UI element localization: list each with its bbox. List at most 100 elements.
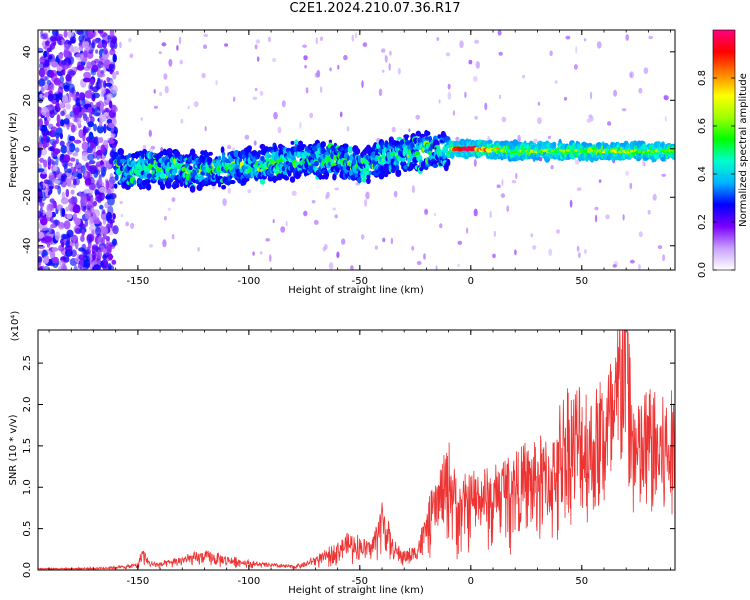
noise-speckle xyxy=(68,70,76,76)
faint-speckle xyxy=(497,30,502,36)
snr-series-line xyxy=(38,330,675,570)
noise-speckle xyxy=(92,92,100,99)
faint-speckle xyxy=(411,246,415,251)
faint-speckle xyxy=(515,172,518,180)
noise-speckle xyxy=(108,158,113,165)
noise-speckle xyxy=(107,218,115,224)
band-cell xyxy=(166,148,173,155)
y-tick-label: 0 xyxy=(22,146,33,152)
faint-speckle xyxy=(474,115,478,120)
noise-speckle xyxy=(99,104,104,112)
faint-speckle xyxy=(514,249,517,256)
noise-speckle xyxy=(82,125,87,136)
x-tick-label: -50 xyxy=(352,576,368,587)
noise-speckle xyxy=(98,186,106,193)
noise-speckle xyxy=(67,162,73,167)
noise-speckle xyxy=(72,152,79,157)
noise-speckle xyxy=(109,265,115,270)
noise-speckle xyxy=(81,30,89,38)
faint-speckle xyxy=(354,32,357,39)
faint-speckle xyxy=(130,222,135,229)
colorbar-ticks: 0.0 0.2 0.4 0.6 0.8 xyxy=(697,70,735,278)
faint-speckle xyxy=(149,147,154,152)
faint-speckle xyxy=(350,265,354,270)
noise-speckle xyxy=(73,139,82,144)
noise-speckle xyxy=(84,90,93,99)
band-ridge-cell xyxy=(601,150,606,154)
noise-speckle xyxy=(93,112,101,117)
noise-speckle xyxy=(65,206,70,212)
colorbar-tick-label: 0.8 xyxy=(697,70,708,86)
y-tick-label: 20 xyxy=(22,94,33,107)
spectrogram-y-ticks: -40 -20 0 20 40 xyxy=(22,45,675,254)
noise-speckle xyxy=(100,261,104,267)
snr-panel: -150 -100 -50 0 50 0.0 0.5 1.0 1.5 2.0 2.5 Height… xyxy=(8,311,676,596)
colorbar: 0.0 0.2 0.4 0.6 0.8 Normalized spectral ampl… xyxy=(697,29,749,278)
y-tick-label: 2.0 xyxy=(22,397,33,413)
faint-speckle xyxy=(455,136,460,141)
band-cell xyxy=(297,173,302,177)
faint-speckle xyxy=(390,237,394,245)
faint-speckle xyxy=(622,214,625,221)
band-cell xyxy=(401,157,406,162)
faint-speckle xyxy=(180,118,184,124)
faint-speckle xyxy=(565,35,571,40)
faint-speckle xyxy=(247,189,252,194)
band-cell xyxy=(419,133,426,138)
noise-speckle xyxy=(54,219,58,227)
noise-speckle xyxy=(77,173,83,180)
band-cell xyxy=(298,170,303,174)
noise-speckle xyxy=(54,171,63,179)
noise-speckle xyxy=(38,67,46,78)
noise-speckle xyxy=(93,123,98,132)
noise-speckle xyxy=(66,144,71,154)
faint-speckle xyxy=(332,207,337,211)
faint-speckle xyxy=(168,58,173,67)
faint-speckle xyxy=(171,197,176,203)
noise-speckle xyxy=(109,192,117,200)
noise-speckle xyxy=(82,77,91,83)
faint-speckle xyxy=(329,67,332,72)
noise-speckle xyxy=(63,43,71,50)
noise-speckle xyxy=(38,231,45,239)
faint-speckle xyxy=(280,226,286,233)
noise-speckle xyxy=(102,101,108,107)
noise-speckle xyxy=(38,250,44,255)
faint-speckle xyxy=(179,59,184,65)
noise-speckle xyxy=(99,191,105,202)
x-tick-label: -150 xyxy=(127,576,150,587)
noise-speckle xyxy=(87,121,94,128)
faint-speckle xyxy=(187,105,190,110)
noise-speckle xyxy=(101,226,109,235)
faint-speckle xyxy=(411,185,415,194)
noise-speckle xyxy=(82,41,90,49)
noise-speckle xyxy=(55,156,59,166)
band-cell xyxy=(368,170,373,176)
noise-speckle xyxy=(38,182,44,192)
faint-speckle xyxy=(433,212,436,217)
band-cell xyxy=(328,139,333,144)
noise-speckle xyxy=(52,256,59,264)
chart-title: C2E1.2024.210.07.36.R17 xyxy=(289,1,461,16)
noise-speckle xyxy=(44,235,53,243)
noise-speckle xyxy=(69,242,76,247)
faint-speckle xyxy=(501,178,504,187)
noise-speckle xyxy=(65,176,73,184)
faint-speckle xyxy=(457,240,463,245)
band-cell xyxy=(671,153,675,160)
faint-speckle xyxy=(273,111,278,120)
noise-speckle xyxy=(68,135,76,142)
noise-speckle xyxy=(48,175,55,181)
faint-speckle xyxy=(652,193,657,201)
noise-speckle xyxy=(82,259,91,268)
noise-speckle xyxy=(90,196,95,201)
faint-speckle xyxy=(493,230,497,238)
noise-speckle xyxy=(47,156,52,166)
noise-speckle xyxy=(38,118,43,127)
x-tick-label: -50 xyxy=(352,276,368,287)
faint-speckle xyxy=(346,126,350,132)
faint-speckle xyxy=(391,126,396,133)
noise-speckle xyxy=(38,265,43,270)
noise-speckle xyxy=(60,110,65,117)
noise-speckle xyxy=(109,30,115,39)
